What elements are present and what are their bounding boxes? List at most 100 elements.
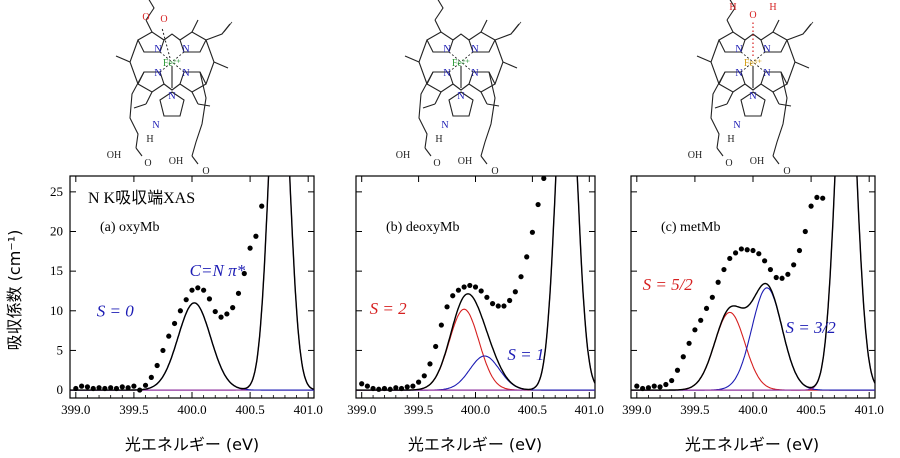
panel-0: 399.0 399.5 400.0 400.5 401.0 0 5 10 15 20 25 N K吸収… <box>50 175 323 417</box>
spectra-panels: 399.0 399.5 400.0 400.5 401.0 0 5 10 15 20 25 N K吸収… <box>50 175 884 417</box>
x-tick-label: 400.5 <box>796 402 825 417</box>
data-point <box>484 294 490 300</box>
data-point <box>253 233 259 239</box>
data-point <box>195 285 201 291</box>
pyrrole-n-label: N <box>182 44 189 55</box>
data-point <box>84 384 91 390</box>
data-point <box>767 266 774 273</box>
data-point <box>381 385 388 392</box>
panel-title: (b) deoxyMb <box>386 220 460 235</box>
x-tick-label: 400.0 <box>177 402 206 417</box>
y-tick-label: 25 <box>50 184 63 199</box>
data-point <box>814 194 820 201</box>
data-point <box>404 384 410 390</box>
data-point <box>674 367 681 373</box>
data-point <box>750 247 756 254</box>
acid-oh-label: OH <box>750 156 764 167</box>
pyrrole-n-label: N <box>154 68 161 79</box>
peak-annotation: S = 2 <box>370 299 407 318</box>
proximal-n-label: N <box>749 91 756 102</box>
data-point <box>501 303 507 309</box>
peak-annotation: S = 0 <box>97 301 134 320</box>
data-point <box>398 385 405 392</box>
data-point <box>241 270 247 277</box>
data-point <box>415 379 422 385</box>
data-point <box>142 382 149 388</box>
pyrrole-n-label: N <box>443 44 450 55</box>
acid-oh-label: OH <box>688 150 702 161</box>
x-tick-label: 401.0 <box>294 402 323 417</box>
acid-oh-label: OH <box>396 150 410 161</box>
data-point <box>640 385 646 392</box>
data-point <box>235 290 242 296</box>
panel-title: (c) metMb <box>661 220 720 235</box>
data-point <box>791 262 797 268</box>
x-axis-label-a: 光エネルギー (eV) <box>125 435 259 454</box>
data-point <box>427 361 433 367</box>
data-point <box>663 381 669 388</box>
data-point <box>698 317 704 323</box>
component-peak-curve <box>356 308 595 391</box>
imidazole-h-label: H <box>727 134 734 145</box>
panel-1: 399.0 399.5 400.0 400.5 401.0 (b) deoxyMb S = … <box>347 175 604 417</box>
iron-label: Fe²⁺ <box>452 58 470 69</box>
o2-oxygen-label: O <box>160 14 167 25</box>
data-point <box>756 251 762 257</box>
acid-oxygen-label: O <box>491 166 498 177</box>
data-point <box>732 250 739 256</box>
curves <box>356 176 595 391</box>
pyrrole-n-label: N <box>763 44 770 55</box>
panel-header: N K吸収端XAS <box>88 189 195 207</box>
data-point <box>119 384 125 390</box>
data-point <box>535 201 541 208</box>
data-point <box>657 384 663 390</box>
x-tick-label: 399.5 <box>680 402 709 417</box>
iron-label: Fe³⁺ <box>744 58 762 69</box>
water-o-label: O <box>749 10 756 21</box>
data-point <box>669 377 675 384</box>
x-tick-label: 400.5 <box>518 402 547 417</box>
water-h-label: H <box>729 2 736 13</box>
data-point <box>183 297 189 303</box>
acid-oxygen-label: O <box>144 158 151 169</box>
data-point <box>524 254 530 260</box>
data-point <box>467 282 473 289</box>
y-tick-label: 20 <box>50 224 63 239</box>
panel-2: 399.0 399.5 400.0 400.5 401.0 (c) metMb S = 5/… <box>622 175 884 417</box>
component-peak-curve <box>631 287 875 391</box>
y-tick-label: 5 <box>57 342 64 357</box>
data-point <box>738 246 744 252</box>
peak-annotation: C=N π* <box>190 261 246 280</box>
data-point <box>370 385 376 392</box>
data-point <box>779 275 785 281</box>
peak-annotation: S = 5/2 <box>643 275 694 294</box>
data-point <box>218 314 224 320</box>
data-point <box>645 385 652 391</box>
pyrrole-n-label: N <box>735 44 742 55</box>
proximal-n-label: N <box>168 91 175 102</box>
pyrrole-n-label: N <box>735 68 742 79</box>
acid-oxygen-label: O <box>725 158 732 169</box>
x-tick-label: 399.5 <box>404 402 433 417</box>
data-point <box>773 274 779 281</box>
acid-oxygen-label: O <box>202 166 209 177</box>
data-point <box>507 297 513 304</box>
data-point <box>131 383 137 389</box>
data-point <box>744 247 750 253</box>
data-point <box>478 288 484 294</box>
data-point <box>259 203 265 209</box>
data-point <box>808 203 814 209</box>
fit-total-curve <box>631 176 875 391</box>
edge-curve <box>356 176 595 391</box>
data-point <box>113 385 120 392</box>
data-point <box>762 258 768 264</box>
x-axis-label-b: 光エネルギー (eV) <box>408 435 542 454</box>
data-point <box>450 293 456 299</box>
acid-oh-label: OH <box>169 156 183 167</box>
pyrrole-n-label: N <box>471 68 478 79</box>
